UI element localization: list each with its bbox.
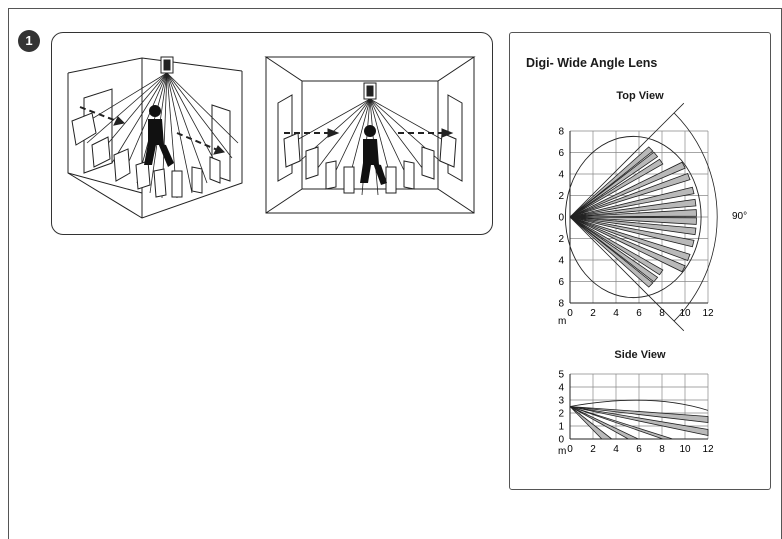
side-x-tick-label: 12	[702, 444, 714, 455]
side-view-beam	[569, 406, 613, 440]
top-y-tick-label: 0	[558, 213, 564, 224]
top-y-tick-label: 2	[558, 234, 564, 245]
top-view-title: Top View	[616, 90, 664, 102]
coverage-angle-label: 90°	[732, 211, 747, 222]
top-x-tick-label: 4	[613, 308, 619, 319]
top-view-beam	[569, 216, 664, 276]
top-x-tick-label: 2	[590, 308, 596, 319]
side-view-unit: m	[558, 446, 566, 457]
top-y-tick-label: 4	[558, 256, 564, 267]
top-view-beam	[569, 216, 697, 236]
top-view-beam	[569, 146, 654, 218]
side-view-beam	[569, 406, 673, 440]
side-coverage-outline	[569, 399, 709, 411]
top-view-beam	[569, 172, 691, 218]
side-view-beams	[569, 399, 709, 440]
top-y-tick-label: 2	[558, 191, 564, 202]
installation-illustration	[51, 32, 493, 235]
top-x-tick-label: 0	[567, 308, 573, 319]
angle-line-upper	[569, 102, 685, 218]
top-y-tick-label: 8	[558, 127, 564, 138]
side-x-tick-label: 4	[613, 444, 619, 455]
side-y-tick-label: 4	[558, 383, 564, 394]
room-illustrations	[67, 56, 476, 219]
top-view-beam	[569, 209, 697, 218]
top-x-tick-label: 8	[659, 308, 665, 319]
top-y-tick-label: 8	[558, 299, 564, 310]
side-view-beam	[569, 406, 639, 440]
panel-title: Digi- Wide Angle Lens	[526, 56, 658, 70]
top-y-tick-label: 6	[558, 148, 564, 159]
top-x-tick-label: 12	[702, 308, 714, 319]
side-view-beam	[569, 406, 709, 436]
side-y-tick-label: 5	[558, 370, 564, 381]
side-view-beam	[569, 406, 709, 423]
walking-person-icon-front	[360, 125, 387, 185]
top-view-beam	[569, 186, 695, 218]
top-view-ticks: 0 2 4 6 8 10 12 8 6 4 2 0 2 4 6 8	[558, 127, 714, 320]
top-y-tick-label: 4	[558, 170, 564, 181]
side-x-tick-label: 2	[590, 444, 596, 455]
top-coverage-outline	[564, 135, 702, 299]
top-view-beam	[569, 158, 664, 218]
side-y-tick-label: 1	[558, 422, 564, 433]
top-view-unit: m	[558, 316, 566, 327]
side-y-tick-label: 3	[558, 396, 564, 407]
top-view-beam	[569, 161, 686, 218]
top-view-beam	[569, 216, 686, 273]
side-view-title: Side View	[614, 349, 666, 361]
top-view-beam	[569, 216, 695, 248]
side-y-tick-label: 0	[558, 435, 564, 446]
angle-line-lower	[569, 216, 685, 332]
side-x-tick-label: 6	[636, 444, 642, 455]
top-view-beam	[569, 216, 697, 225]
side-x-tick-label: 8	[659, 444, 665, 455]
angle-arc	[673, 112, 718, 322]
top-view-beam	[569, 216, 654, 288]
top-view-beam	[569, 198, 697, 218]
step-number-badge: 1	[18, 30, 40, 52]
top-view-beam	[569, 151, 659, 218]
top-y-tick-label: 6	[558, 277, 564, 288]
side-y-tick-label: 2	[558, 409, 564, 420]
room-perspective-drawing	[67, 56, 243, 219]
side-x-tick-label: 0	[567, 444, 573, 455]
side-x-tick-label: 10	[679, 444, 691, 455]
lens-spec-panel: Digi- Wide Angle Lens Top View Side View…	[509, 32, 771, 490]
walking-person-icon	[144, 105, 174, 167]
room-front-drawing	[264, 56, 476, 214]
top-view-beam	[569, 216, 659, 283]
top-view-beam	[569, 216, 691, 262]
top-x-tick-label: 10	[679, 308, 691, 319]
top-x-tick-label: 6	[636, 308, 642, 319]
top-view-beams	[564, 102, 718, 332]
